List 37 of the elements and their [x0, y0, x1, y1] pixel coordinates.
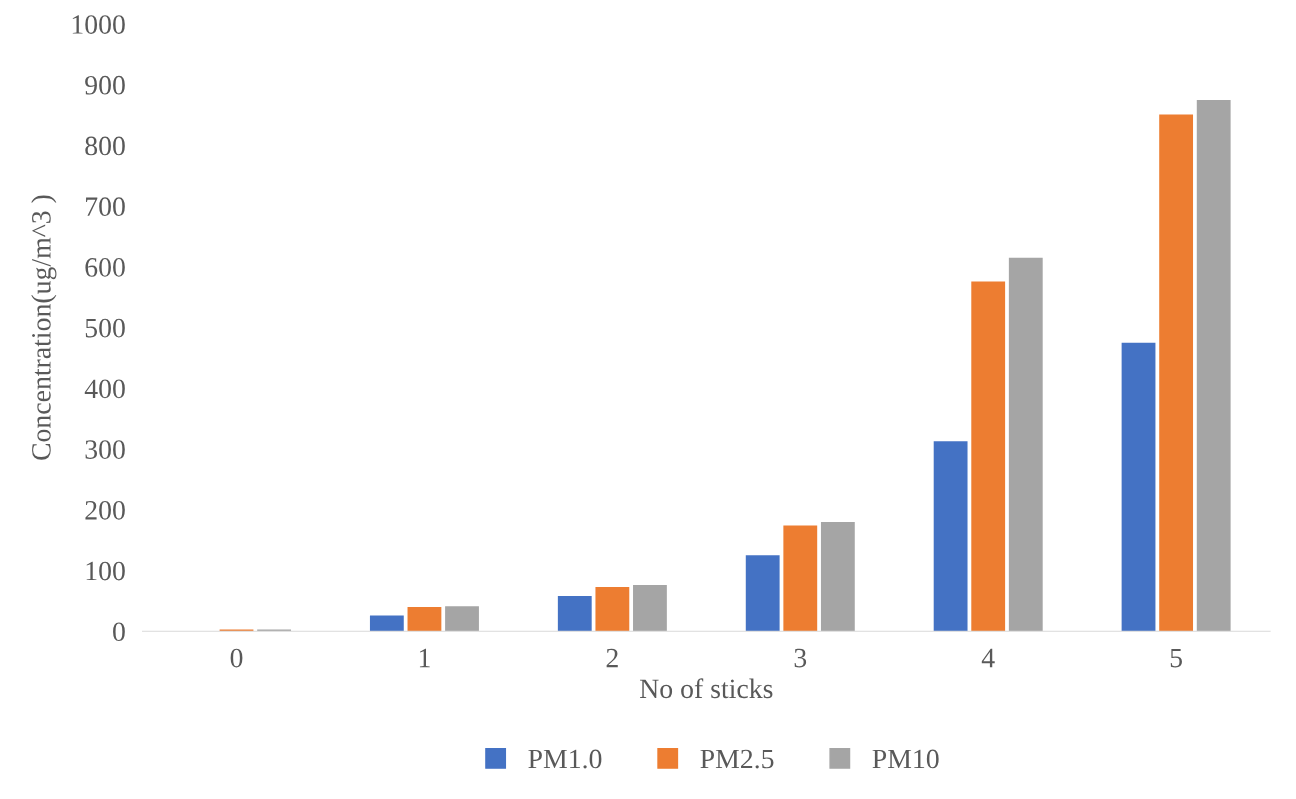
legend-label: PM1.0	[528, 749, 602, 769]
y-axis-title: Concentration(ug/m^3 )	[31, 195, 57, 460]
y-tick-label: 400	[84, 379, 125, 399]
x-tick-label: 1	[419, 648, 430, 668]
bar	[445, 606, 479, 632]
y-tick-label: 900	[85, 75, 125, 95]
bar	[820, 521, 855, 632]
y-tick-label: 600	[85, 258, 125, 277]
bar	[557, 595, 592, 632]
bar	[783, 525, 818, 632]
y-tick-label: 100	[86, 561, 125, 581]
y-tick-label: 700	[86, 197, 125, 217]
legend-label: PM10	[872, 749, 939, 769]
bar	[369, 615, 404, 632]
y-tick-label: 0	[113, 622, 125, 642]
bar	[407, 606, 442, 632]
legend-label: PM2.5	[700, 749, 774, 769]
x-tick-label: 2	[606, 648, 618, 668]
x-tick-label: 0	[230, 648, 243, 668]
bar	[745, 555, 780, 632]
bar	[1196, 99, 1231, 632]
x-tick-label: 5	[1170, 648, 1182, 668]
y-tick-label: 200	[85, 500, 125, 520]
bar	[595, 586, 630, 632]
bar	[933, 441, 968, 632]
x-tick-label: 3	[794, 648, 807, 668]
bar	[971, 281, 1006, 632]
bar	[1159, 114, 1194, 632]
y-tick-label: 500	[85, 318, 125, 338]
y-tick-label: 800	[85, 136, 125, 156]
bar	[1121, 342, 1156, 632]
y-tick-label: 300	[85, 440, 125, 459]
y-tick-label: 1000	[72, 15, 125, 34]
x-axis-title: No of sticks	[639, 678, 773, 699]
bar	[1008, 257, 1043, 632]
bar	[633, 585, 667, 632]
x-tick-label: 4	[981, 648, 995, 668]
